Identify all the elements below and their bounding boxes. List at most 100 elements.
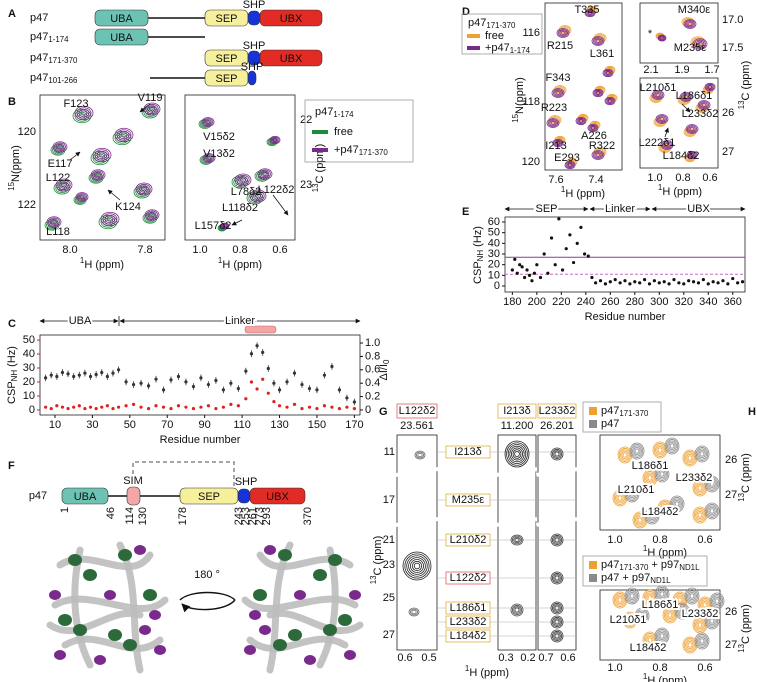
contour [567, 163, 573, 167]
tick-label: 17.0 [722, 14, 743, 26]
point [236, 404, 240, 408]
contour [700, 599, 710, 611]
point [322, 373, 327, 377]
point [579, 225, 583, 229]
contour [647, 510, 657, 522]
atom-green [288, 629, 302, 641]
tick-label: 0.6 [697, 534, 712, 546]
arrow [107, 189, 121, 201]
contour [709, 618, 715, 624]
axis-label-part: 1 [561, 185, 566, 194]
contour [417, 452, 423, 458]
contour [408, 557, 426, 575]
point [515, 271, 519, 275]
arrow [69, 151, 81, 161]
contour [205, 155, 213, 161]
peak-label: L157δ2 [195, 220, 232, 232]
point [277, 388, 282, 392]
contour [595, 153, 601, 157]
contour [100, 211, 120, 227]
y-tick-label: 40 [488, 237, 500, 249]
point [307, 386, 312, 391]
axis-label-part: 1 [218, 256, 223, 265]
point [169, 378, 173, 382]
contour [557, 29, 569, 37]
contour [57, 144, 63, 150]
contour [413, 562, 421, 570]
domain-label: UBA [110, 32, 133, 44]
point [261, 377, 265, 381]
contour [659, 471, 665, 477]
axis-label-part: 0 [382, 359, 391, 364]
tick-label: 11 [384, 446, 395, 458]
contour [513, 536, 521, 544]
point [206, 382, 211, 387]
peak-label: L210δ1 [640, 82, 677, 94]
y2-tick-label: 0.4 [365, 377, 380, 389]
atom-green [143, 589, 157, 601]
axis-label-part: CSP [472, 261, 484, 284]
contour [655, 587, 669, 601]
strip-shift: 11.200 [501, 420, 534, 432]
sim-bar [244, 325, 277, 334]
panel-letter: D [462, 6, 470, 18]
sim-sep-link [132, 461, 235, 487]
contour [697, 485, 703, 491]
contour [593, 89, 603, 97]
contour [699, 638, 705, 644]
point [594, 281, 598, 285]
contour [605, 97, 615, 105]
contour [685, 589, 699, 603]
peak-label: V15δ2 [203, 131, 235, 143]
contour [259, 169, 271, 179]
domain-label: UBX [687, 203, 710, 215]
axis-label-part: 1 [643, 672, 648, 681]
tick-label: 22 [300, 114, 312, 126]
contour [698, 101, 710, 109]
peak-label: L118δ2 [222, 202, 258, 214]
y-tick-label: 40 [23, 348, 35, 360]
atom-green [253, 589, 267, 601]
legend-label: p47171-370 [601, 405, 649, 418]
domain-label: Linker [225, 315, 255, 327]
contour [116, 129, 132, 141]
contour [554, 140, 562, 146]
contour [249, 189, 267, 203]
axis-label-part: (Hz) [6, 346, 18, 370]
construct-name-part: 1-174 [48, 35, 69, 44]
point [628, 282, 632, 286]
contour [665, 609, 675, 621]
frame [39, 94, 166, 241]
contour [653, 443, 667, 457]
assignment-box [445, 601, 491, 615]
atom-green [73, 624, 87, 636]
peak-label: M235ε [674, 42, 707, 54]
contour [93, 171, 103, 179]
contour [708, 506, 716, 516]
axis-label-part: 1 [465, 664, 470, 673]
contour [551, 602, 563, 614]
contour [627, 590, 637, 602]
contour [658, 35, 666, 41]
atom-purple [94, 655, 106, 665]
atom-purple [264, 545, 276, 555]
contour [411, 560, 423, 572]
y-tick-label: 60 [488, 216, 500, 228]
contour [704, 612, 720, 630]
tick-label: 7.4 [588, 174, 603, 186]
contour [661, 141, 673, 149]
contour [514, 607, 520, 613]
x-tick-label: 30 [86, 419, 98, 431]
point [191, 384, 196, 389]
atom-purple [104, 590, 116, 600]
tick-label: 0.8 [652, 534, 667, 546]
contour [251, 190, 265, 202]
y-tick-label: 20 [23, 376, 35, 388]
contour [149, 212, 155, 218]
axis-label-part: 13 [737, 100, 746, 109]
residue-boundary: 273 [254, 507, 266, 525]
point [527, 273, 532, 277]
legend-swatch [589, 574, 597, 582]
axis-label: 1H (ppm) [465, 664, 509, 679]
contour [687, 151, 697, 159]
